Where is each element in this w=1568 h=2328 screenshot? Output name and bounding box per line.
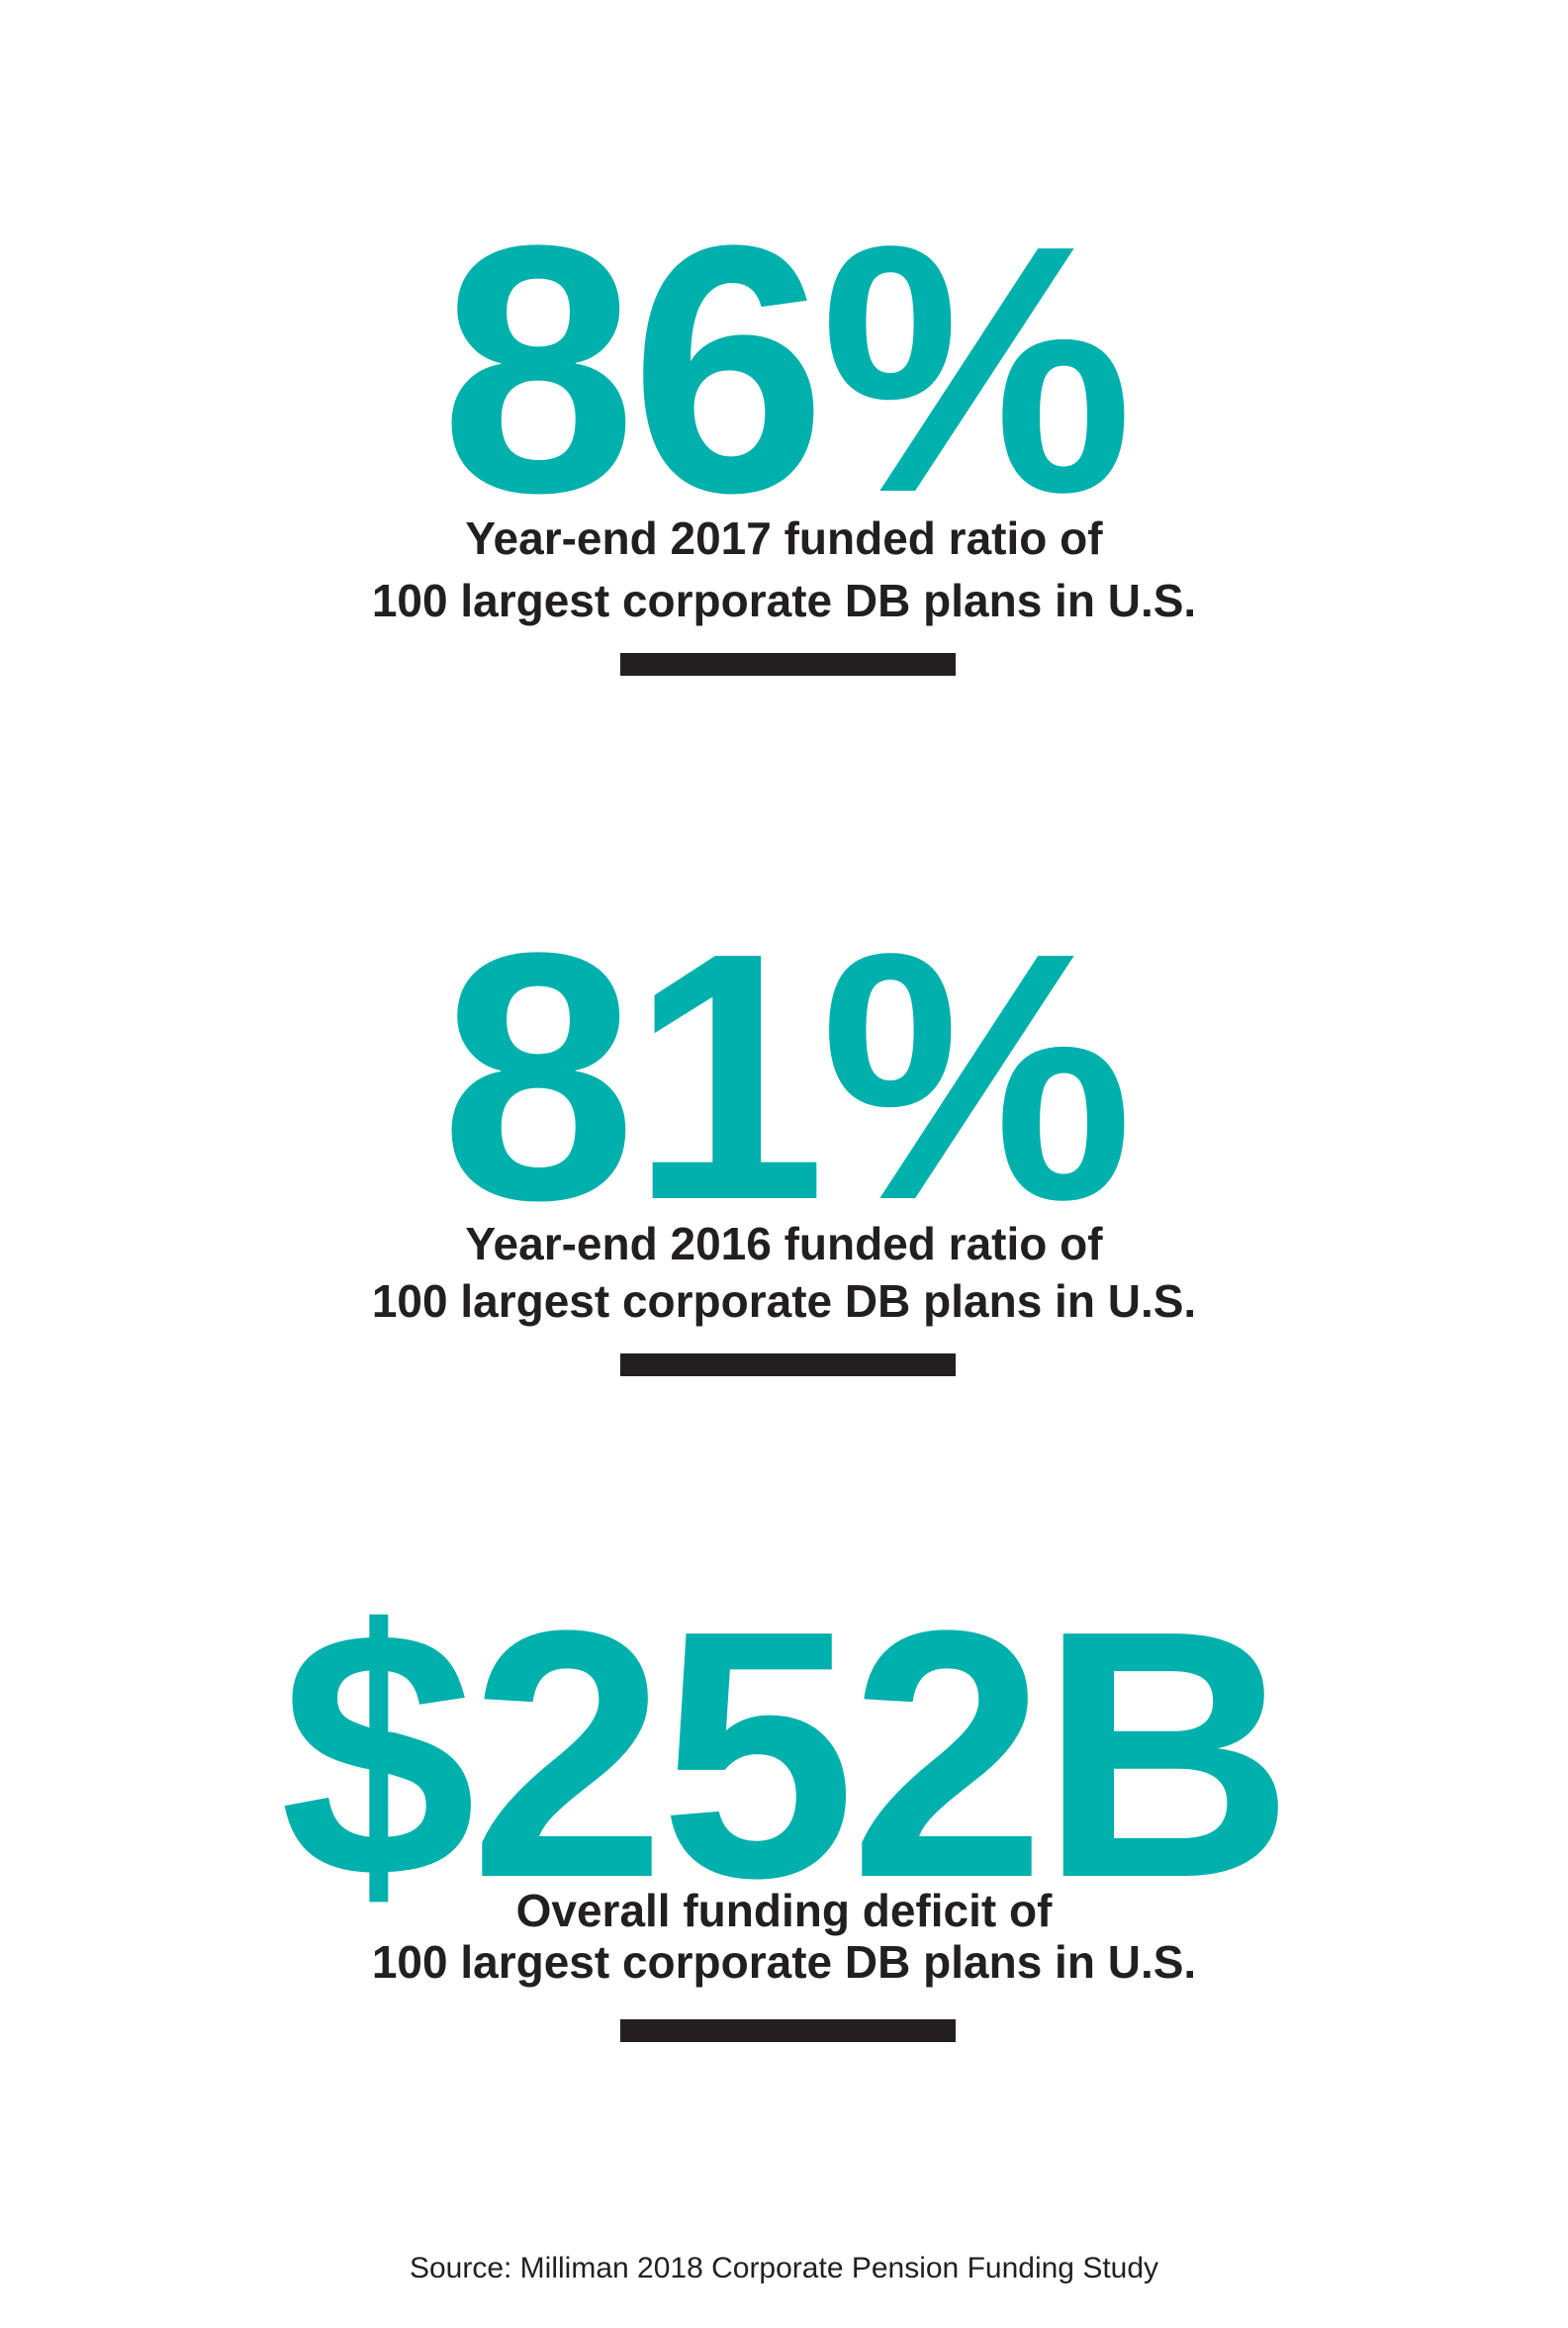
stat-value: $252B xyxy=(279,1558,1294,1951)
stat-value: 86% xyxy=(440,173,1134,566)
stat-caption: Year-end 2016 funded ratio of xyxy=(465,1218,1103,1269)
stat-caption: 100 largest corporate DB plans in U.S. xyxy=(371,1275,1197,1327)
divider xyxy=(620,1353,956,1376)
stat-caption: Overall funding deficit of xyxy=(515,1885,1053,1936)
stat-value: 81% xyxy=(440,881,1134,1273)
stat-caption: Year-end 2017 funded ratio of xyxy=(465,512,1103,564)
source-note: Source: Milliman 2018 Corporate Pension … xyxy=(409,2252,1159,2284)
stat-caption: 100 largest corporate DB plans in U.S. xyxy=(371,1936,1197,1988)
divider xyxy=(620,2019,956,2042)
stat-caption: 100 largest corporate DB plans in U.S. xyxy=(371,575,1197,626)
divider xyxy=(620,653,956,676)
